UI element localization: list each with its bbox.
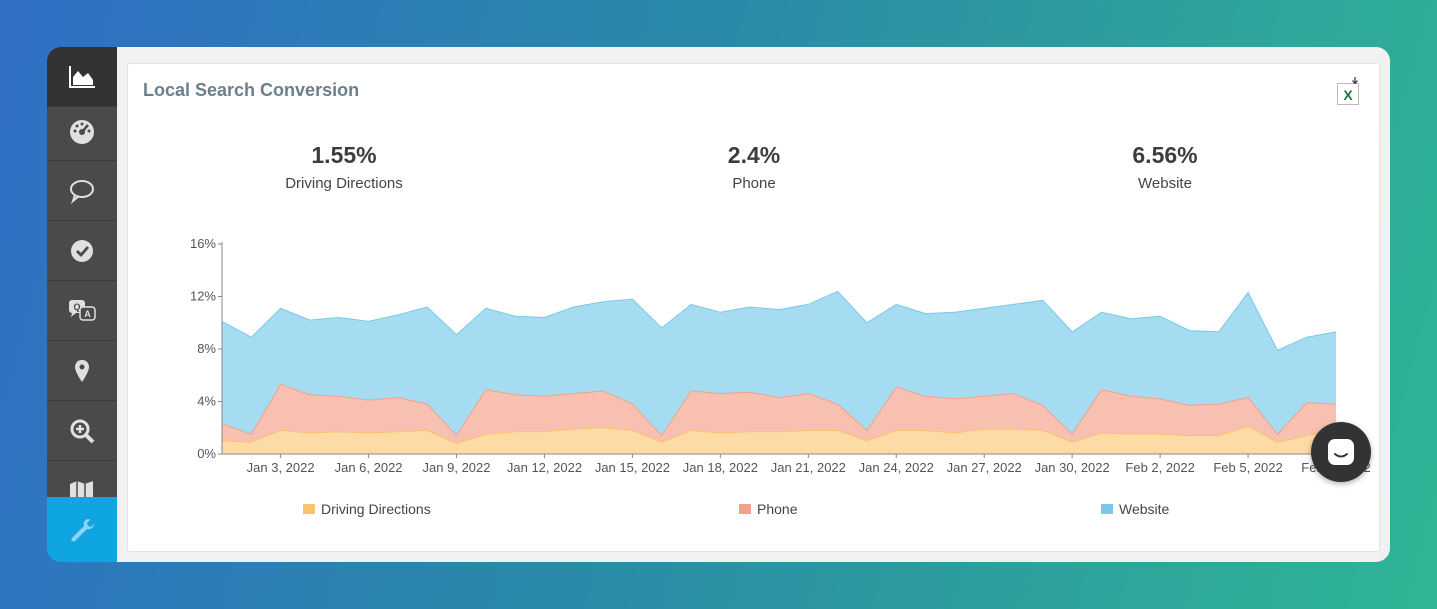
legend-swatch	[303, 504, 315, 514]
stat-website: 6.56% Website	[1045, 142, 1285, 192]
legend-swatch	[739, 504, 751, 514]
stat-value: 6.56%	[1132, 142, 1198, 168]
area-chart-icon	[69, 65, 95, 88]
line-phone	[221, 383, 1337, 437]
x-tick-label: Jan 3, 2022	[247, 460, 315, 475]
sidebar-item-search[interactable]	[47, 401, 117, 461]
legend-label: Phone	[757, 501, 798, 517]
y-tick-label: 4%	[197, 394, 216, 409]
legend-label: Website	[1119, 501, 1170, 517]
x-tick-label: Feb 2, 2022	[1125, 460, 1194, 475]
local-search-conversion-card: Local Search Conversion X 1.55% Driving …	[127, 63, 1380, 552]
x-tick-label: Jan 30, 2022	[1035, 460, 1110, 475]
sidebar-item-reviews[interactable]	[47, 161, 117, 221]
chat-launcher-button[interactable]	[1311, 422, 1371, 482]
y-tick-label: 8%	[197, 341, 216, 356]
stat-value: 2.4%	[727, 142, 781, 168]
stat-label: Website	[1138, 175, 1192, 192]
chat-icon	[1328, 439, 1354, 465]
speedometer-icon	[70, 119, 94, 144]
x-tick-label: Feb 5, 2022	[1213, 460, 1282, 475]
svg-text:X: X	[1343, 87, 1353, 103]
speech-bubble-icon	[70, 179, 94, 204]
wrench-icon	[71, 518, 94, 541]
x-tick-label: Jan 18, 2022	[683, 460, 758, 475]
conversion-area-chart: 0% 4% 8% 12% 16% Jan 3, 2022 Jan 6, 2022 Jan 9,…	[190, 236, 1371, 475]
x-tick-label: Jan 6, 2022	[335, 460, 403, 475]
stat-driving-directions: 1.55% Driving Directions	[224, 142, 464, 192]
x-tick-label: Jan 27, 2022	[947, 460, 1022, 475]
line-driving-directions	[221, 425, 1337, 445]
line-website	[221, 290, 1337, 351]
map-pin-icon	[75, 359, 89, 382]
y-tick-label: 16%	[190, 236, 216, 251]
legend-item-driving-directions[interactable]: Driving Directions	[303, 501, 431, 517]
legend-label: Driving Directions	[321, 501, 431, 517]
stat-value: 1.55%	[311, 142, 377, 168]
area-phone	[222, 384, 1336, 444]
qa-icon: QA	[69, 299, 96, 321]
y-tick-label: 12%	[190, 289, 216, 304]
zoom-in-icon	[70, 419, 95, 443]
x-tick-label: Jan 24, 2022	[859, 460, 934, 475]
sidebar-item-tasks[interactable]	[47, 221, 117, 281]
legend-item-website[interactable]: Website	[1101, 501, 1169, 517]
svg-text:Q: Q	[73, 302, 80, 312]
svg-text:A: A	[84, 309, 91, 319]
stat-label: Driving Directions	[285, 175, 403, 192]
stat-label: Phone	[732, 175, 776, 192]
sidebar-item-locations[interactable]	[47, 341, 117, 401]
x-tick-label: Jan 12, 2022	[507, 460, 582, 475]
legend-swatch	[1101, 504, 1113, 514]
sidebar-item-performance[interactable]	[47, 101, 117, 161]
area-website	[222, 291, 1336, 436]
y-tick-label: 0%	[197, 446, 216, 461]
check-circle-icon	[71, 239, 93, 262]
sidebar-item-dashboard[interactable]	[47, 47, 117, 107]
x-tick-label: Jan 21, 2022	[771, 460, 846, 475]
x-tick-label: Jan 15, 2022	[595, 460, 670, 475]
stat-phone: 2.4% Phone	[634, 142, 874, 192]
sidebar-item-tools[interactable]	[47, 497, 117, 562]
x-tick-label: Jan 9, 2022	[423, 460, 491, 475]
excel-export-icon[interactable]: X	[1337, 77, 1359, 105]
card-title: Local Search Conversion	[143, 80, 360, 100]
legend-item-phone[interactable]: Phone	[739, 501, 797, 517]
